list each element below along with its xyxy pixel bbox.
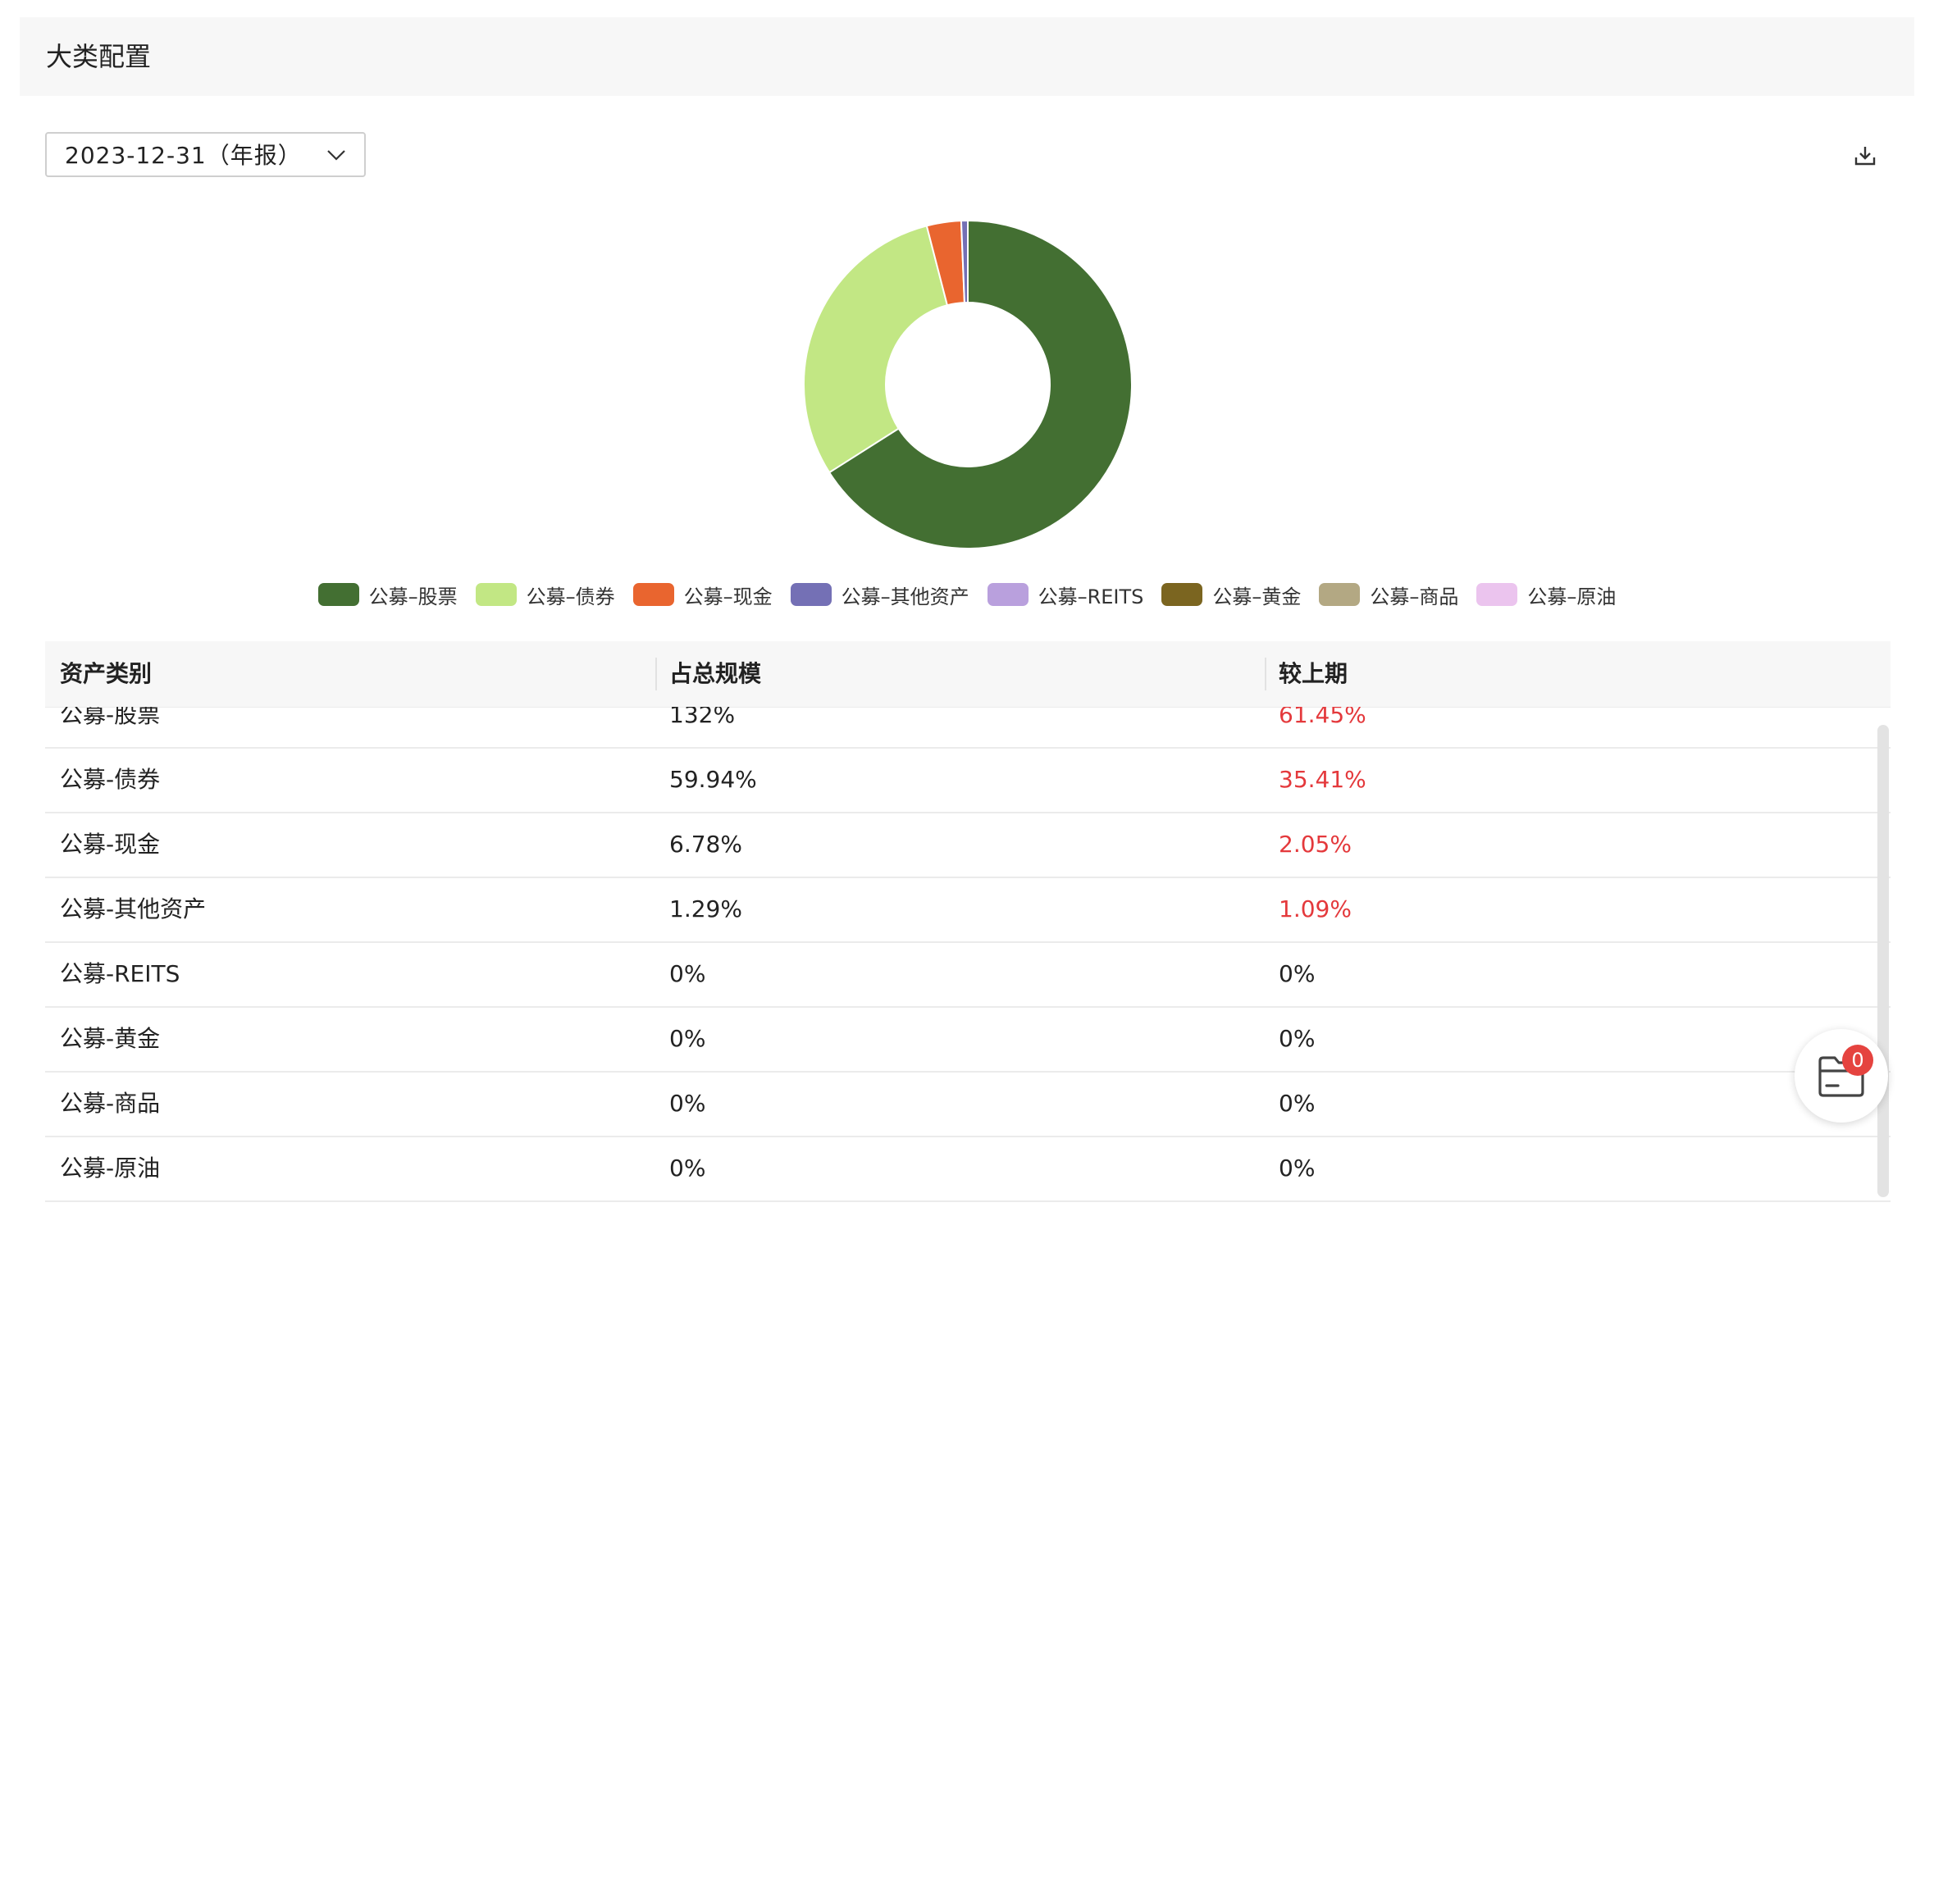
legend-label: 公募–原油 [1527,585,1617,608]
column-header-share: 占总规模 [669,660,762,687]
legend-item[interactable]: 公募–债券 [475,581,615,609]
cell-category: 公募-黄金 [60,1025,161,1052]
cell-category: 公募-REITS [60,960,180,987]
cell-share: 132% [669,707,736,728]
legend-item[interactable]: 公募–其他资产 [790,581,969,609]
legend-label: 公募–商品 [1370,585,1459,608]
cell-category: 公募-债券 [60,766,161,793]
donut-slice[interactable] [960,219,969,304]
cell-category: 公募-现金 [60,831,161,858]
cell-share: 59.94% [669,766,757,793]
cell-change: 0% [1279,1090,1316,1117]
asset-allocation-donut-chart [803,219,1133,549]
cell-share: 0% [669,1090,706,1117]
chart-legend: 公募–股票 公募–债券 公募–现金 公募–其他资产 公募–REITS 公募–黄金 公募–商品… [0,578,1934,611]
cell-category: 公募-商品 [60,1090,161,1117]
legend-swatch [1161,583,1203,606]
table-row: 公募-原油 0% 0% [45,1137,1891,1202]
table-row: 公募-股票 132% 61.45% [45,707,1891,749]
chevron-down-icon [327,150,345,161]
table-header: 资产类别 占总规模 较上期 [45,641,1891,708]
download-icon[interactable] [1854,144,1877,167]
section-title: 大类配置 [46,41,152,72]
cart-button[interactable] [1795,1029,1888,1123]
cell-change: 0% [1279,960,1316,987]
cell-share: 0% [669,1155,706,1182]
legend-label: 公募–其他资产 [841,585,969,608]
cell-change: 0% [1279,1155,1316,1182]
legend-label: 公募–股票 [368,585,458,608]
legend-swatch [1319,583,1361,606]
legend-item[interactable]: 公募–原油 [1476,581,1616,609]
legend-swatch [317,583,359,606]
legend-swatch [1476,583,1518,606]
cell-change: 2.05% [1279,831,1352,858]
donut-slice[interactable] [803,225,949,474]
legend-label: 公募–债券 [526,585,615,608]
legend-item[interactable]: 公募–REITS [987,581,1144,609]
column-header-category: 资产类别 [60,660,153,687]
cell-change: 61.45% [1279,707,1366,728]
legend-label: 公募–REITS [1038,585,1144,608]
legend-item[interactable]: 公募–股票 [317,581,458,609]
cell-share: 0% [669,1025,706,1052]
cell-change: 35.41% [1279,766,1366,793]
legend-item[interactable]: 公募–商品 [1319,581,1458,609]
table-row: 公募-债券 59.94% 35.41% [45,749,1891,813]
table-row: 公募-其他资产 1.29% 1.09% [45,878,1891,943]
cell-category: 公募-股票 [60,707,161,728]
cell-category: 公募-其他资产 [60,895,207,922]
legend-swatch [632,583,674,606]
column-divider [655,658,657,690]
table-row: 公募-现金 6.78% 2.05% [45,813,1891,878]
cell-share: 6.78% [669,831,742,858]
table-rows: 公募-股票 132% 61.45% 公募-债券 59.94% 35.41% 公募-现金 6.7… [45,707,1891,1202]
cell-category: 公募-原油 [60,1155,161,1182]
report-period-value: 2023-12-31（年报） [65,142,302,169]
legend-label: 公募–现金 [683,585,773,608]
cart-count-badge: 0 [1842,1045,1873,1076]
table-scrollbar[interactable] [1877,725,1889,1197]
table-row: 公募-商品 0% 0% [45,1073,1891,1137]
cell-change: 0% [1279,1025,1316,1052]
cell-share: 1.29% [669,895,742,922]
legend-swatch [987,583,1029,606]
table-body: 公募-股票 132% 61.45% 公募-债券 59.94% 35.41% 公募-现金 6.7… [45,707,1891,1904]
legend-item[interactable]: 公募–黄金 [1161,581,1301,609]
legend-item[interactable]: 公募–现金 [632,581,773,609]
table-row: 公募-REITS 0% 0% [45,943,1891,1008]
allocation-table: 资产类别 占总规模 较上期 公募-股票 132% 61.45% 公募-债券 59.94%… [45,641,1891,1202]
cell-share: 0% [669,960,706,987]
legend-swatch [475,583,517,606]
section-header: 大类配置 [20,17,1914,96]
legend-label: 公募–黄金 [1212,585,1302,608]
donut-slice[interactable] [828,219,1133,549]
legend-swatch [790,583,832,606]
column-divider [1265,658,1266,690]
cell-change: 1.09% [1279,895,1352,922]
report-period-select[interactable]: 2023-12-31（年报） [45,132,366,177]
column-header-change: 较上期 [1279,660,1348,687]
table-row: 公募-黄金 0% 0% [45,1008,1891,1073]
